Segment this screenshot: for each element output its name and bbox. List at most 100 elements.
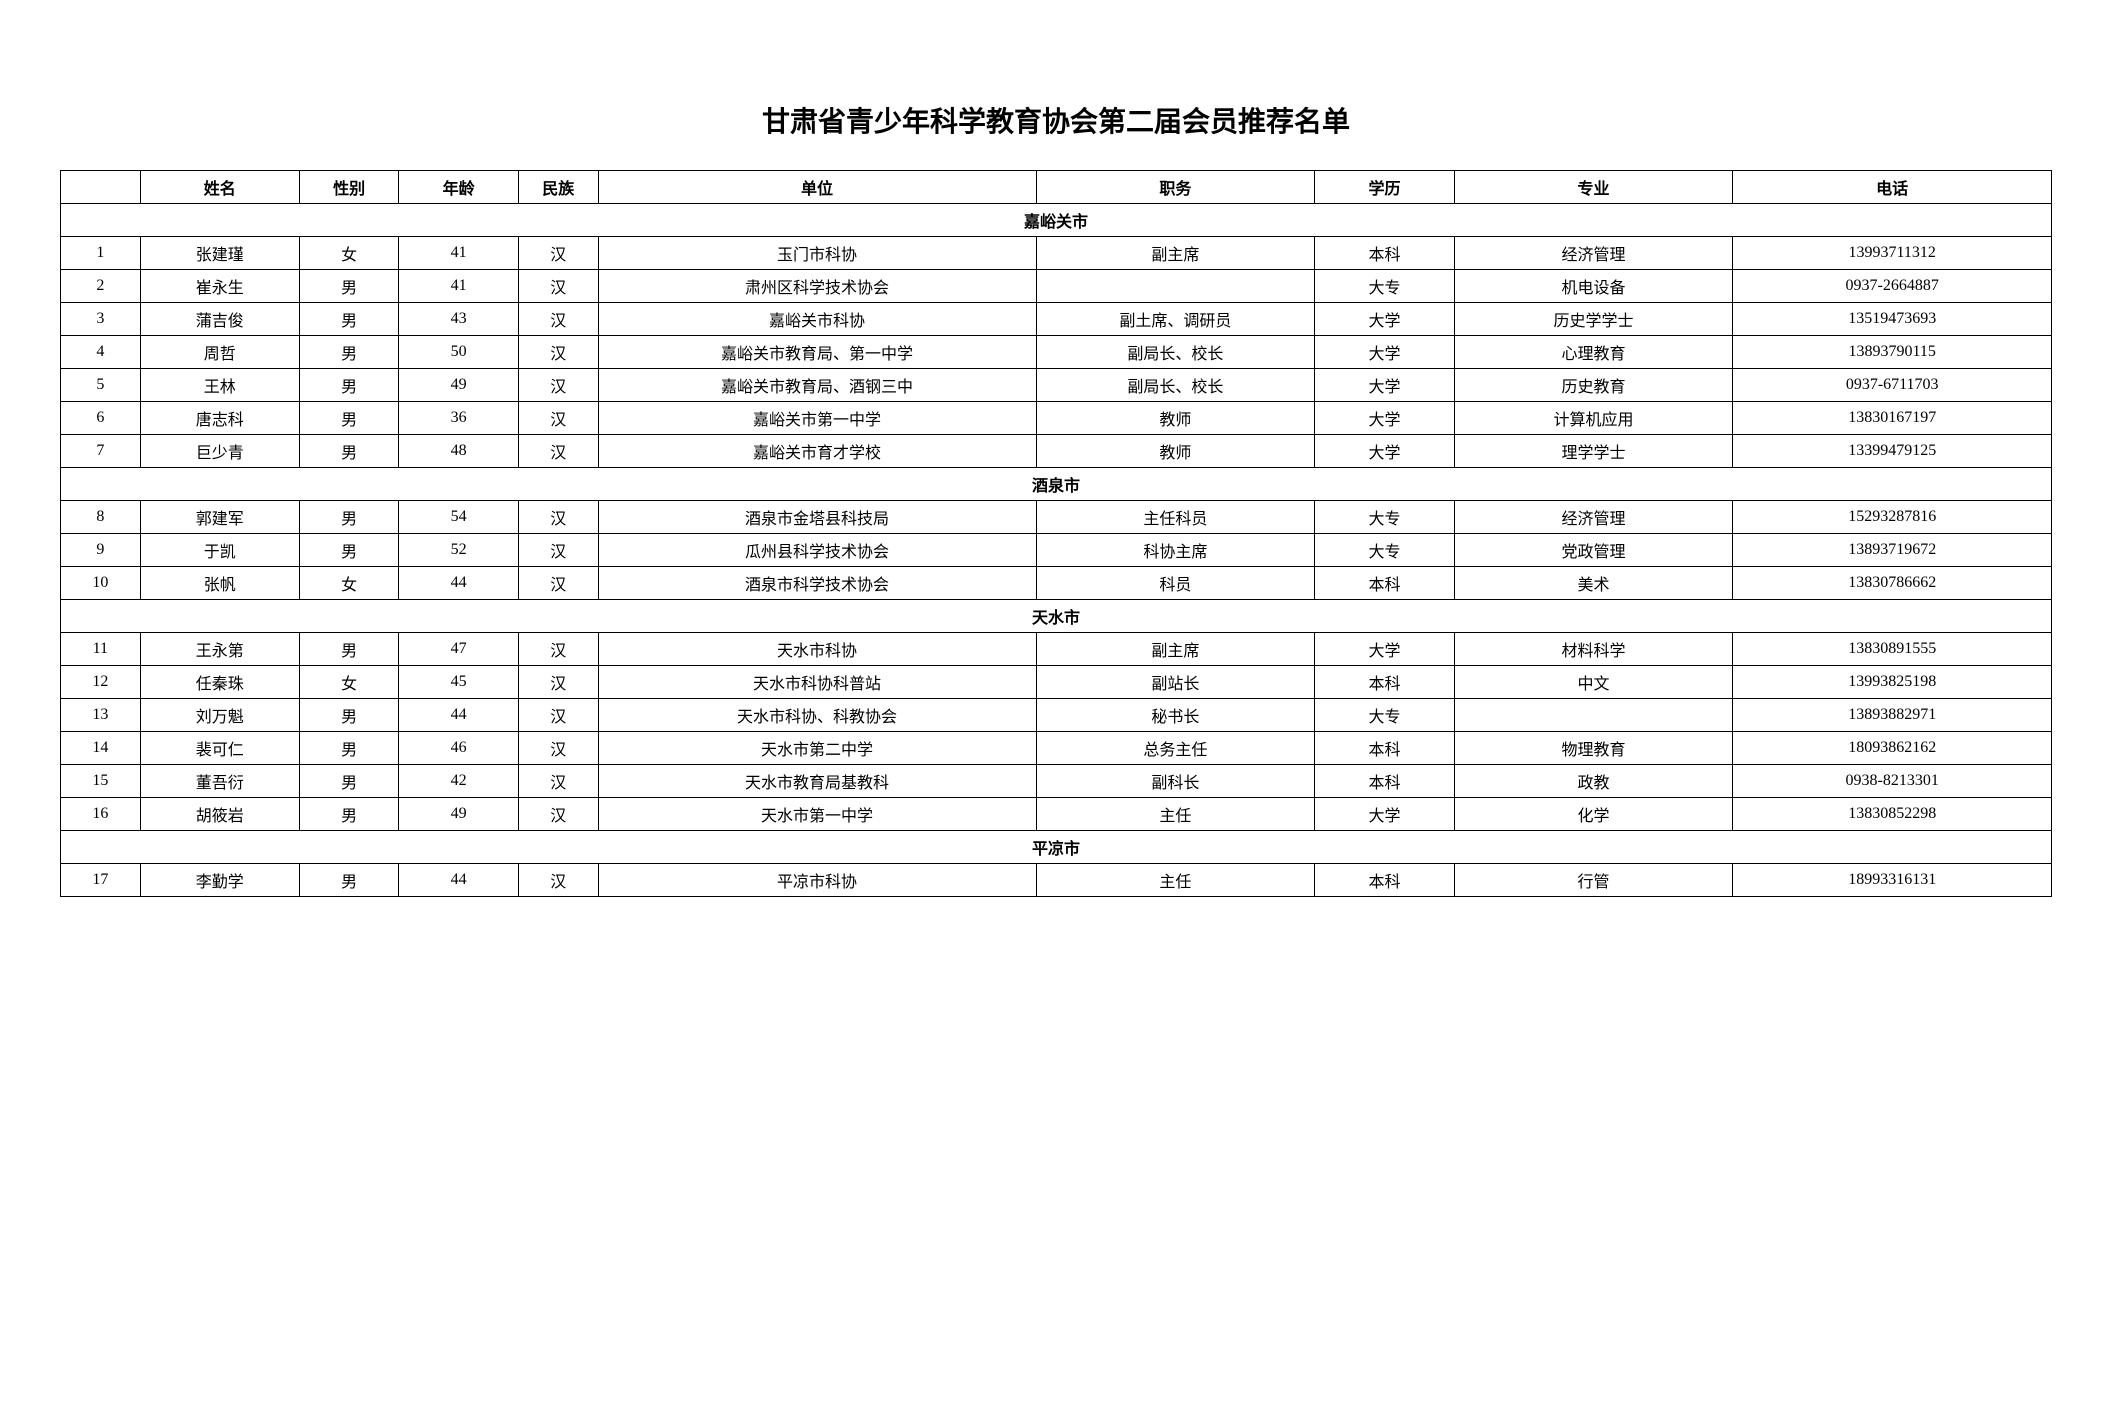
cell-unit: 嘉峪关市科协 bbox=[598, 303, 1036, 336]
cell-phone: 13893719672 bbox=[1733, 534, 2052, 567]
cell-edu: 本科 bbox=[1315, 666, 1454, 699]
cell-unit: 嘉峪关市教育局、第一中学 bbox=[598, 336, 1036, 369]
cell-major: 历史学学士 bbox=[1454, 303, 1733, 336]
cell-phone: 0937-6711703 bbox=[1733, 369, 2052, 402]
header-gender: 性别 bbox=[299, 171, 399, 204]
cell-edu: 本科 bbox=[1315, 237, 1454, 270]
cell-edu: 大学 bbox=[1315, 435, 1454, 468]
cell-position: 副站长 bbox=[1036, 666, 1315, 699]
cell-ethnic: 汉 bbox=[518, 270, 598, 303]
cell-edu: 大学 bbox=[1315, 798, 1454, 831]
cell-ethnic: 汉 bbox=[518, 369, 598, 402]
cell-unit: 酒泉市科学技术协会 bbox=[598, 567, 1036, 600]
cell-major: 党政管理 bbox=[1454, 534, 1733, 567]
cell-ethnic: 汉 bbox=[518, 864, 598, 897]
cell-name: 巨少青 bbox=[140, 435, 299, 468]
cell-idx: 7 bbox=[61, 435, 141, 468]
cell-edu: 大专 bbox=[1315, 501, 1454, 534]
cell-gender: 男 bbox=[299, 501, 399, 534]
cell-phone: 13399479125 bbox=[1733, 435, 2052, 468]
table-row: 2崔永生男41汉肃州区科学技术协会大专机电设备0937-2664887 bbox=[61, 270, 2052, 303]
cell-age: 49 bbox=[399, 369, 518, 402]
cell-unit: 肃州区科学技术协会 bbox=[598, 270, 1036, 303]
cell-age: 36 bbox=[399, 402, 518, 435]
table-row: 12任秦珠女45汉天水市科协科普站副站长本科中文13993825198 bbox=[61, 666, 2052, 699]
cell-age: 52 bbox=[399, 534, 518, 567]
cell-ethnic: 汉 bbox=[518, 435, 598, 468]
cell-idx: 4 bbox=[61, 336, 141, 369]
cell-edu: 本科 bbox=[1315, 765, 1454, 798]
cell-unit: 天水市第二中学 bbox=[598, 732, 1036, 765]
cell-position: 主任科员 bbox=[1036, 501, 1315, 534]
cell-name: 胡筱岩 bbox=[140, 798, 299, 831]
cell-age: 41 bbox=[399, 237, 518, 270]
cell-unit: 天水市第一中学 bbox=[598, 798, 1036, 831]
cell-idx: 16 bbox=[61, 798, 141, 831]
cell-major: 心理教育 bbox=[1454, 336, 1733, 369]
section-row: 天水市 bbox=[61, 600, 2052, 633]
cell-position: 秘书长 bbox=[1036, 699, 1315, 732]
table-row: 3蒲吉俊男43汉嘉峪关市科协副土席、调研员大学历史学学士13519473693 bbox=[61, 303, 2052, 336]
cell-name: 于凯 bbox=[140, 534, 299, 567]
cell-name: 李勤学 bbox=[140, 864, 299, 897]
table-row: 10张帆女44汉酒泉市科学技术协会科员本科美术13830786662 bbox=[61, 567, 2052, 600]
cell-position: 副土席、调研员 bbox=[1036, 303, 1315, 336]
cell-edu: 大学 bbox=[1315, 402, 1454, 435]
cell-gender: 男 bbox=[299, 336, 399, 369]
cell-unit: 平凉市科协 bbox=[598, 864, 1036, 897]
cell-unit: 天水市科协科普站 bbox=[598, 666, 1036, 699]
cell-gender: 男 bbox=[299, 402, 399, 435]
cell-idx: 5 bbox=[61, 369, 141, 402]
cell-unit: 玉门市科协 bbox=[598, 237, 1036, 270]
table-row: 4周哲男50汉嘉峪关市教育局、第一中学副局长、校长大学心理教育138937901… bbox=[61, 336, 2052, 369]
cell-idx: 1 bbox=[61, 237, 141, 270]
cell-idx: 14 bbox=[61, 732, 141, 765]
cell-age: 43 bbox=[399, 303, 518, 336]
header-age: 年龄 bbox=[399, 171, 518, 204]
cell-gender: 男 bbox=[299, 732, 399, 765]
cell-ethnic: 汉 bbox=[518, 666, 598, 699]
cell-age: 48 bbox=[399, 435, 518, 468]
cell-name: 唐志科 bbox=[140, 402, 299, 435]
table-row: 7巨少青男48汉嘉峪关市育才学校教师大学理学学士13399479125 bbox=[61, 435, 2052, 468]
cell-unit: 天水市教育局基教科 bbox=[598, 765, 1036, 798]
cell-major: 机电设备 bbox=[1454, 270, 1733, 303]
cell-name: 王永第 bbox=[140, 633, 299, 666]
cell-idx: 12 bbox=[61, 666, 141, 699]
cell-edu: 大学 bbox=[1315, 369, 1454, 402]
cell-phone: 13893882971 bbox=[1733, 699, 2052, 732]
cell-ethnic: 汉 bbox=[518, 798, 598, 831]
cell-major: 计算机应用 bbox=[1454, 402, 1733, 435]
cell-gender: 男 bbox=[299, 369, 399, 402]
cell-ethnic: 汉 bbox=[518, 501, 598, 534]
table-row: 17李勤学男44汉平凉市科协主任本科行管18993316131 bbox=[61, 864, 2052, 897]
table-row: 14裴可仁男46汉天水市第二中学总务主任本科物理教育18093862162 bbox=[61, 732, 2052, 765]
cell-ethnic: 汉 bbox=[518, 237, 598, 270]
header-position: 职务 bbox=[1036, 171, 1315, 204]
cell-edu: 大学 bbox=[1315, 633, 1454, 666]
cell-major: 物理教育 bbox=[1454, 732, 1733, 765]
header-row: 姓名 性别 年龄 民族 单位 职务 学历 专业 电话 bbox=[61, 171, 2052, 204]
cell-age: 44 bbox=[399, 864, 518, 897]
cell-unit: 嘉峪关市教育局、酒钢三中 bbox=[598, 369, 1036, 402]
cell-gender: 女 bbox=[299, 567, 399, 600]
cell-major: 行管 bbox=[1454, 864, 1733, 897]
cell-gender: 男 bbox=[299, 765, 399, 798]
cell-gender: 男 bbox=[299, 633, 399, 666]
cell-unit: 瓜州县科学技术协会 bbox=[598, 534, 1036, 567]
cell-unit: 嘉峪关市第一中学 bbox=[598, 402, 1036, 435]
section-label: 平凉市 bbox=[61, 831, 2052, 864]
section-label: 酒泉市 bbox=[61, 468, 2052, 501]
cell-edu: 大专 bbox=[1315, 534, 1454, 567]
cell-gender: 男 bbox=[299, 270, 399, 303]
cell-ethnic: 汉 bbox=[518, 534, 598, 567]
header-name: 姓名 bbox=[140, 171, 299, 204]
cell-major: 经济管理 bbox=[1454, 501, 1733, 534]
page-title: 甘肃省青少年科学教育协会第二届会员推荐名单 bbox=[60, 100, 2052, 140]
cell-major: 历史教育 bbox=[1454, 369, 1733, 402]
section-label: 嘉峪关市 bbox=[61, 204, 2052, 237]
table-row: 15董吾衍男42汉天水市教育局基教科副科长本科政教0938-8213301 bbox=[61, 765, 2052, 798]
table-row: 5王林男49汉嘉峪关市教育局、酒钢三中副局长、校长大学历史教育0937-6711… bbox=[61, 369, 2052, 402]
cell-major: 经济管理 bbox=[1454, 237, 1733, 270]
cell-ethnic: 汉 bbox=[518, 402, 598, 435]
